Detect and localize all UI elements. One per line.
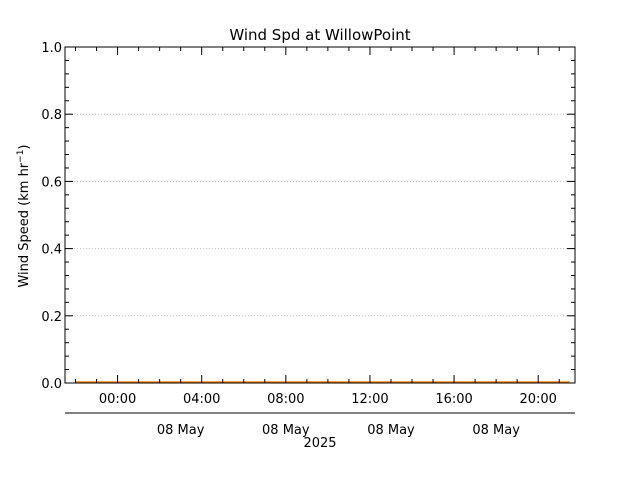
y-axis-title-superscript: −1 bbox=[16, 150, 26, 163]
y-tick-label: 1.0 bbox=[41, 41, 62, 56]
x-tick-label: 08:00 bbox=[267, 392, 304, 407]
grid-lines bbox=[65, 113, 575, 317]
y-tick-label: 0.8 bbox=[41, 108, 62, 123]
y-axis-title-main: Wind Speed (km hr bbox=[17, 162, 32, 287]
y-tick-label: 0.6 bbox=[41, 175, 62, 190]
date-tick-label: 08 May bbox=[157, 423, 205, 438]
x-tick-labels: 00:00 04:00 08:00 12:00 16:00 20:00 bbox=[99, 392, 557, 407]
x-tick-label: 04:00 bbox=[183, 392, 220, 407]
date-tick-label: 08 May bbox=[262, 423, 310, 438]
chart-title: Wind Spd at WillowPoint bbox=[229, 26, 410, 44]
x-tick-label: 16:00 bbox=[435, 392, 472, 407]
y-tick-label: 0.4 bbox=[41, 243, 62, 258]
date-tick-labels: 08 May 08 May 08 May 08 May bbox=[157, 423, 520, 438]
x-tick-label: 12:00 bbox=[351, 392, 388, 407]
x-axis-title: 2025 bbox=[303, 436, 336, 451]
date-tick-label: 08 May bbox=[367, 423, 415, 438]
plot-frame bbox=[64, 46, 576, 384]
y-tick-label: 0.2 bbox=[41, 310, 62, 325]
y-tick-label: 0.0 bbox=[41, 377, 62, 392]
x-tick-label: 20:00 bbox=[519, 392, 556, 407]
tick-marks bbox=[65, 46, 575, 384]
y-tick-labels: 0.0 0.2 0.4 0.6 0.8 1.0 bbox=[41, 41, 62, 392]
y-axis-title-close: ) bbox=[17, 144, 32, 149]
x-tick-label: 00:00 bbox=[99, 392, 136, 407]
date-tick-label: 08 May bbox=[472, 423, 520, 438]
y-axis-title: Wind Speed (km hr−1) bbox=[16, 144, 32, 287]
